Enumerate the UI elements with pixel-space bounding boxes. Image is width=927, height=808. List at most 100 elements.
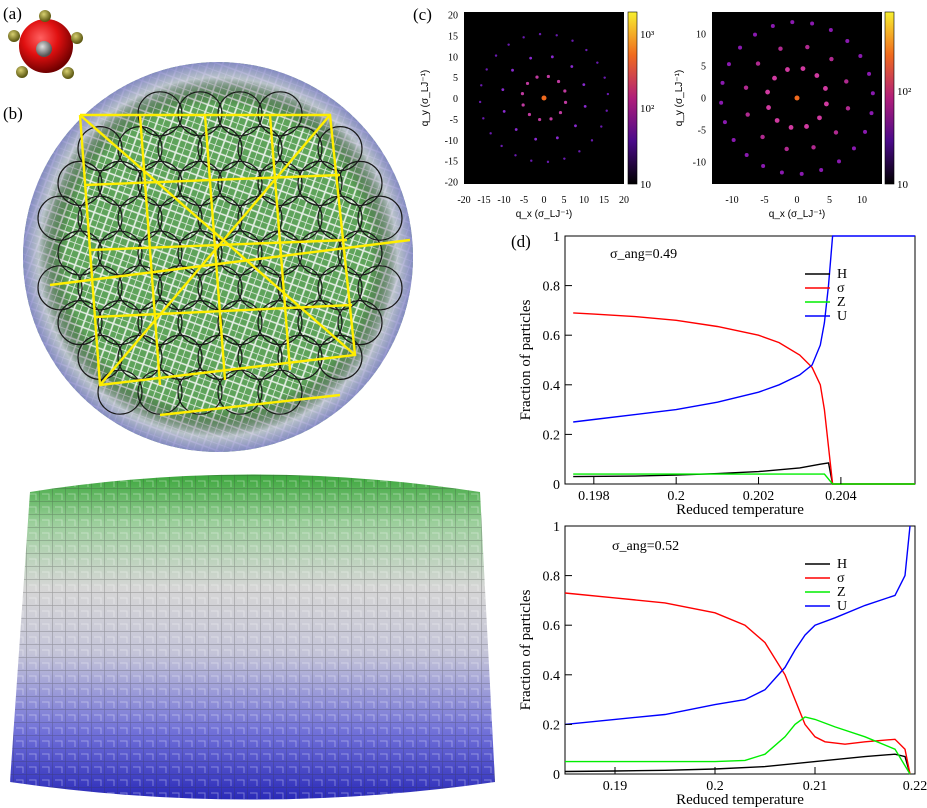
diffraction-spot [814, 73, 820, 78]
y-tick-label: 1 [553, 520, 560, 535]
diffraction-spot [489, 132, 492, 135]
ring [317, 265, 363, 311]
ring [117, 265, 163, 311]
diffraction-spot [867, 71, 872, 76]
ring [177, 300, 223, 346]
x-tick-label: 0.22 [903, 779, 927, 794]
x-tick-label: 15 [599, 195, 609, 206]
legend-label-Z: Z [837, 585, 846, 600]
diffraction-spot [778, 46, 783, 51]
x-tick-label: 0.21 [803, 779, 828, 794]
legend-label-σ: σ [837, 281, 845, 296]
ring [137, 230, 183, 276]
series-line-Z [573, 473, 915, 485]
x-tick-label: -5 [520, 195, 528, 206]
series-line-H [564, 753, 911, 775]
y-tick-label: 1 [553, 230, 560, 245]
chart-2-xlabel: Reduced temperature [676, 792, 804, 808]
chart-1-annotation: σ_ang=0.49 [610, 247, 677, 262]
center-atom [36, 41, 52, 57]
y-tick-label: 5 [701, 62, 706, 73]
colorbar-1 [627, 11, 638, 185]
diffraction-1-ylabel: q_y (σ_LJ⁻¹) [420, 70, 431, 126]
y-tick-label: -20 [445, 178, 458, 189]
ring [37, 265, 83, 311]
diffraction-spots-2 [719, 20, 875, 176]
diffraction-spot [819, 168, 824, 173]
diffraction-spot [851, 146, 856, 151]
ring [97, 369, 143, 415]
chart-2-series [564, 525, 911, 775]
diffraction-spot [765, 89, 770, 95]
x-tick-label: 0.2 [706, 779, 724, 794]
diffraction-spot [555, 136, 559, 140]
ring [177, 160, 223, 206]
diffraction-spot [719, 100, 724, 105]
diffraction-spot [550, 55, 554, 59]
legend-label-U: U [837, 599, 847, 614]
ring [237, 125, 283, 172]
diffraction-spot [482, 117, 485, 120]
x-tick-label: 10 [857, 195, 867, 206]
ring [37, 195, 83, 241]
y-tick-label: 0 [553, 768, 560, 783]
y-tick-label: 0 [701, 94, 706, 105]
diffraction-spot [766, 105, 771, 110]
ring [97, 230, 143, 276]
diffraction-spot [779, 170, 784, 175]
y-tick-label: -10 [445, 136, 458, 147]
diffraction-spot [720, 80, 725, 85]
chart-1-xlabel: Reduced temperature [676, 502, 804, 518]
lattice-v2 [203, 114, 227, 381]
diffraction-spot [833, 130, 839, 135]
diffraction-spot [788, 125, 794, 130]
diffraction-spot [845, 39, 850, 44]
y-tick-label: 0 [453, 94, 458, 105]
diffraction-spot [529, 56, 533, 60]
y-tick-label: 0.4 [543, 379, 561, 394]
diffraction-spot [785, 67, 790, 72]
diffraction-spot [535, 75, 539, 79]
diffraction-spot [845, 106, 851, 111]
legend-label-H: H [837, 557, 847, 572]
legend-label-Z: Z [837, 295, 846, 310]
diffraction-spot [527, 112, 532, 117]
cluster-side-view [10, 474, 495, 800]
series-line-H [573, 462, 915, 485]
chart-2-ylabel: Fraction of particles [518, 589, 534, 710]
ring [57, 300, 103, 346]
legend-label-σ: σ [837, 571, 845, 586]
ring [337, 230, 383, 276]
diffraction-spot [596, 61, 599, 64]
diffraction-spot [502, 109, 506, 113]
diffraction-spot [507, 43, 510, 46]
diffraction-spot [500, 144, 503, 148]
diffraction-spot [772, 75, 777, 81]
ring [277, 125, 323, 172]
diffraction-spot [578, 150, 581, 153]
diffraction-spot [563, 89, 567, 93]
y-tick-label: -5 [450, 115, 458, 126]
diffraction-spot [745, 112, 750, 117]
diffraction-spot [603, 76, 606, 79]
ring [157, 265, 203, 311]
colorbar-2-top: 10² [897, 86, 912, 98]
diffraction-spot [869, 111, 874, 116]
diffraction-spot [784, 146, 789, 152]
x-tick-label: -5 [760, 195, 768, 206]
diffraction-spot [753, 32, 758, 37]
diffraction-spot [810, 21, 815, 26]
diffraction-spot [790, 20, 795, 25]
patch-top [39, 10, 51, 22]
y-tick-label: 0.8 [543, 280, 561, 295]
diffraction-spot [743, 85, 749, 90]
fraction-chart-1: 0.198 0.2 0.202 0.204 0 0.2 0.4 0.6 0.8 1 σ_ang=0… [518, 230, 916, 518]
center-spot [794, 95, 800, 101]
y-tick-label: 0.4 [543, 669, 561, 684]
diffraction-spot [570, 65, 574, 68]
ring [257, 160, 303, 206]
lattice-h2 [89, 238, 348, 252]
x-tick-label: -15 [477, 195, 490, 206]
x-tick-label: 0.202 [743, 489, 775, 504]
diffraction-2-ylabel: q_y (σ_LJ⁻¹) [674, 70, 685, 126]
